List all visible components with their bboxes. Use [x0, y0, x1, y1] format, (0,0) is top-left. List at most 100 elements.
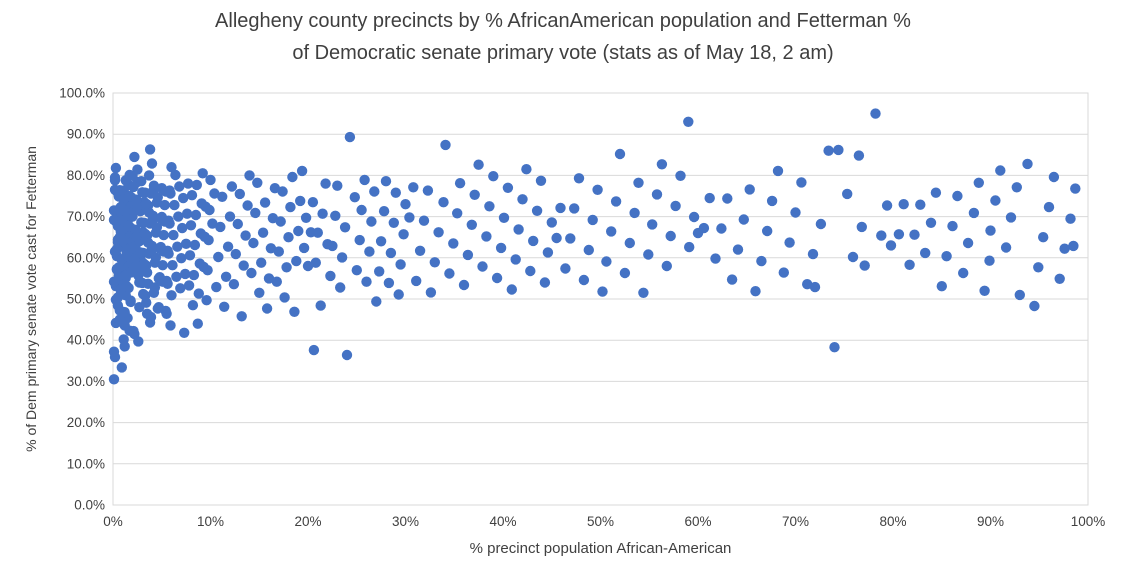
data-point — [610, 196, 622, 207]
data-point — [168, 229, 179, 241]
data-point — [378, 206, 390, 217]
data-point — [947, 220, 958, 232]
data-point — [400, 199, 411, 210]
data-point — [250, 207, 261, 219]
data-point — [952, 190, 963, 202]
data-point — [364, 246, 375, 257]
data-point — [473, 159, 484, 170]
data-point — [257, 227, 269, 238]
data-point — [404, 212, 415, 223]
data-point — [197, 168, 208, 179]
data-point — [1068, 240, 1079, 252]
data-point — [330, 210, 341, 221]
data-point — [232, 218, 243, 230]
data-point — [317, 208, 328, 219]
data-point — [383, 277, 395, 289]
data-point — [941, 251, 952, 262]
data-point — [853, 150, 865, 161]
data-point — [344, 131, 356, 143]
data-point — [171, 271, 182, 282]
data-point — [495, 242, 507, 254]
data-point — [161, 308, 172, 319]
data-point — [335, 282, 346, 293]
data-point — [252, 177, 263, 188]
data-point — [790, 207, 801, 218]
data-point — [716, 223, 727, 234]
data-point — [179, 327, 190, 338]
data-point — [374, 266, 385, 277]
data-point — [458, 279, 470, 291]
data-point — [560, 263, 571, 274]
data-point — [807, 248, 819, 260]
data-point — [275, 216, 286, 227]
data-point — [144, 144, 156, 155]
data-point — [920, 247, 931, 259]
data-point — [279, 292, 290, 303]
data-point — [1038, 232, 1049, 243]
y-tick-label: 50.0% — [67, 292, 105, 307]
data-point — [979, 285, 990, 296]
data-point — [134, 277, 145, 288]
data-point — [555, 202, 566, 214]
data-point — [121, 281, 132, 292]
data-point — [565, 233, 576, 244]
data-point — [390, 187, 401, 198]
data-point — [856, 221, 867, 233]
y-tick-label: 90.0% — [67, 127, 105, 142]
data-point — [339, 222, 351, 233]
data-point — [930, 187, 942, 198]
data-point — [157, 260, 168, 271]
data-point — [444, 268, 455, 279]
data-point — [165, 188, 176, 199]
data-point — [481, 231, 492, 242]
data-point — [414, 245, 426, 256]
data-point — [312, 227, 323, 238]
data-point — [217, 191, 228, 202]
data-point — [661, 260, 672, 272]
data-point — [109, 246, 121, 257]
data-point — [203, 234, 214, 246]
data-point — [109, 172, 121, 183]
data-point — [656, 159, 668, 170]
data-point — [186, 190, 198, 201]
data-point — [506, 284, 517, 295]
data-point — [295, 195, 306, 207]
data-point — [193, 288, 204, 299]
data-point — [359, 174, 370, 186]
data-point — [302, 260, 314, 272]
data-point — [207, 218, 218, 229]
data-point — [136, 217, 147, 228]
data-point — [766, 195, 778, 207]
data-point — [162, 278, 173, 289]
data-point — [178, 192, 189, 204]
data-point — [968, 207, 980, 219]
data-point — [159, 199, 170, 211]
data-point — [187, 300, 199, 311]
data-point — [273, 246, 284, 257]
data-point — [209, 188, 220, 199]
data-point — [833, 144, 844, 156]
data-point — [163, 248, 174, 259]
data-point — [675, 170, 686, 181]
data-point — [756, 255, 767, 267]
data-point — [454, 178, 466, 189]
data-point — [148, 180, 160, 191]
data-point — [142, 278, 154, 289]
data-point — [525, 265, 536, 277]
data-point — [881, 200, 893, 211]
data-point — [1011, 182, 1022, 193]
data-point — [592, 184, 603, 195]
data-point — [315, 300, 326, 311]
data-point — [438, 197, 449, 208]
data-point — [688, 211, 700, 223]
data-point — [188, 269, 200, 281]
data-point — [267, 213, 279, 224]
data-point — [569, 203, 580, 214]
data-point — [185, 220, 197, 231]
data-point — [228, 279, 240, 290]
data-point — [418, 215, 430, 226]
data-point — [141, 297, 152, 308]
data-point — [144, 218, 156, 229]
data-point — [180, 238, 192, 249]
